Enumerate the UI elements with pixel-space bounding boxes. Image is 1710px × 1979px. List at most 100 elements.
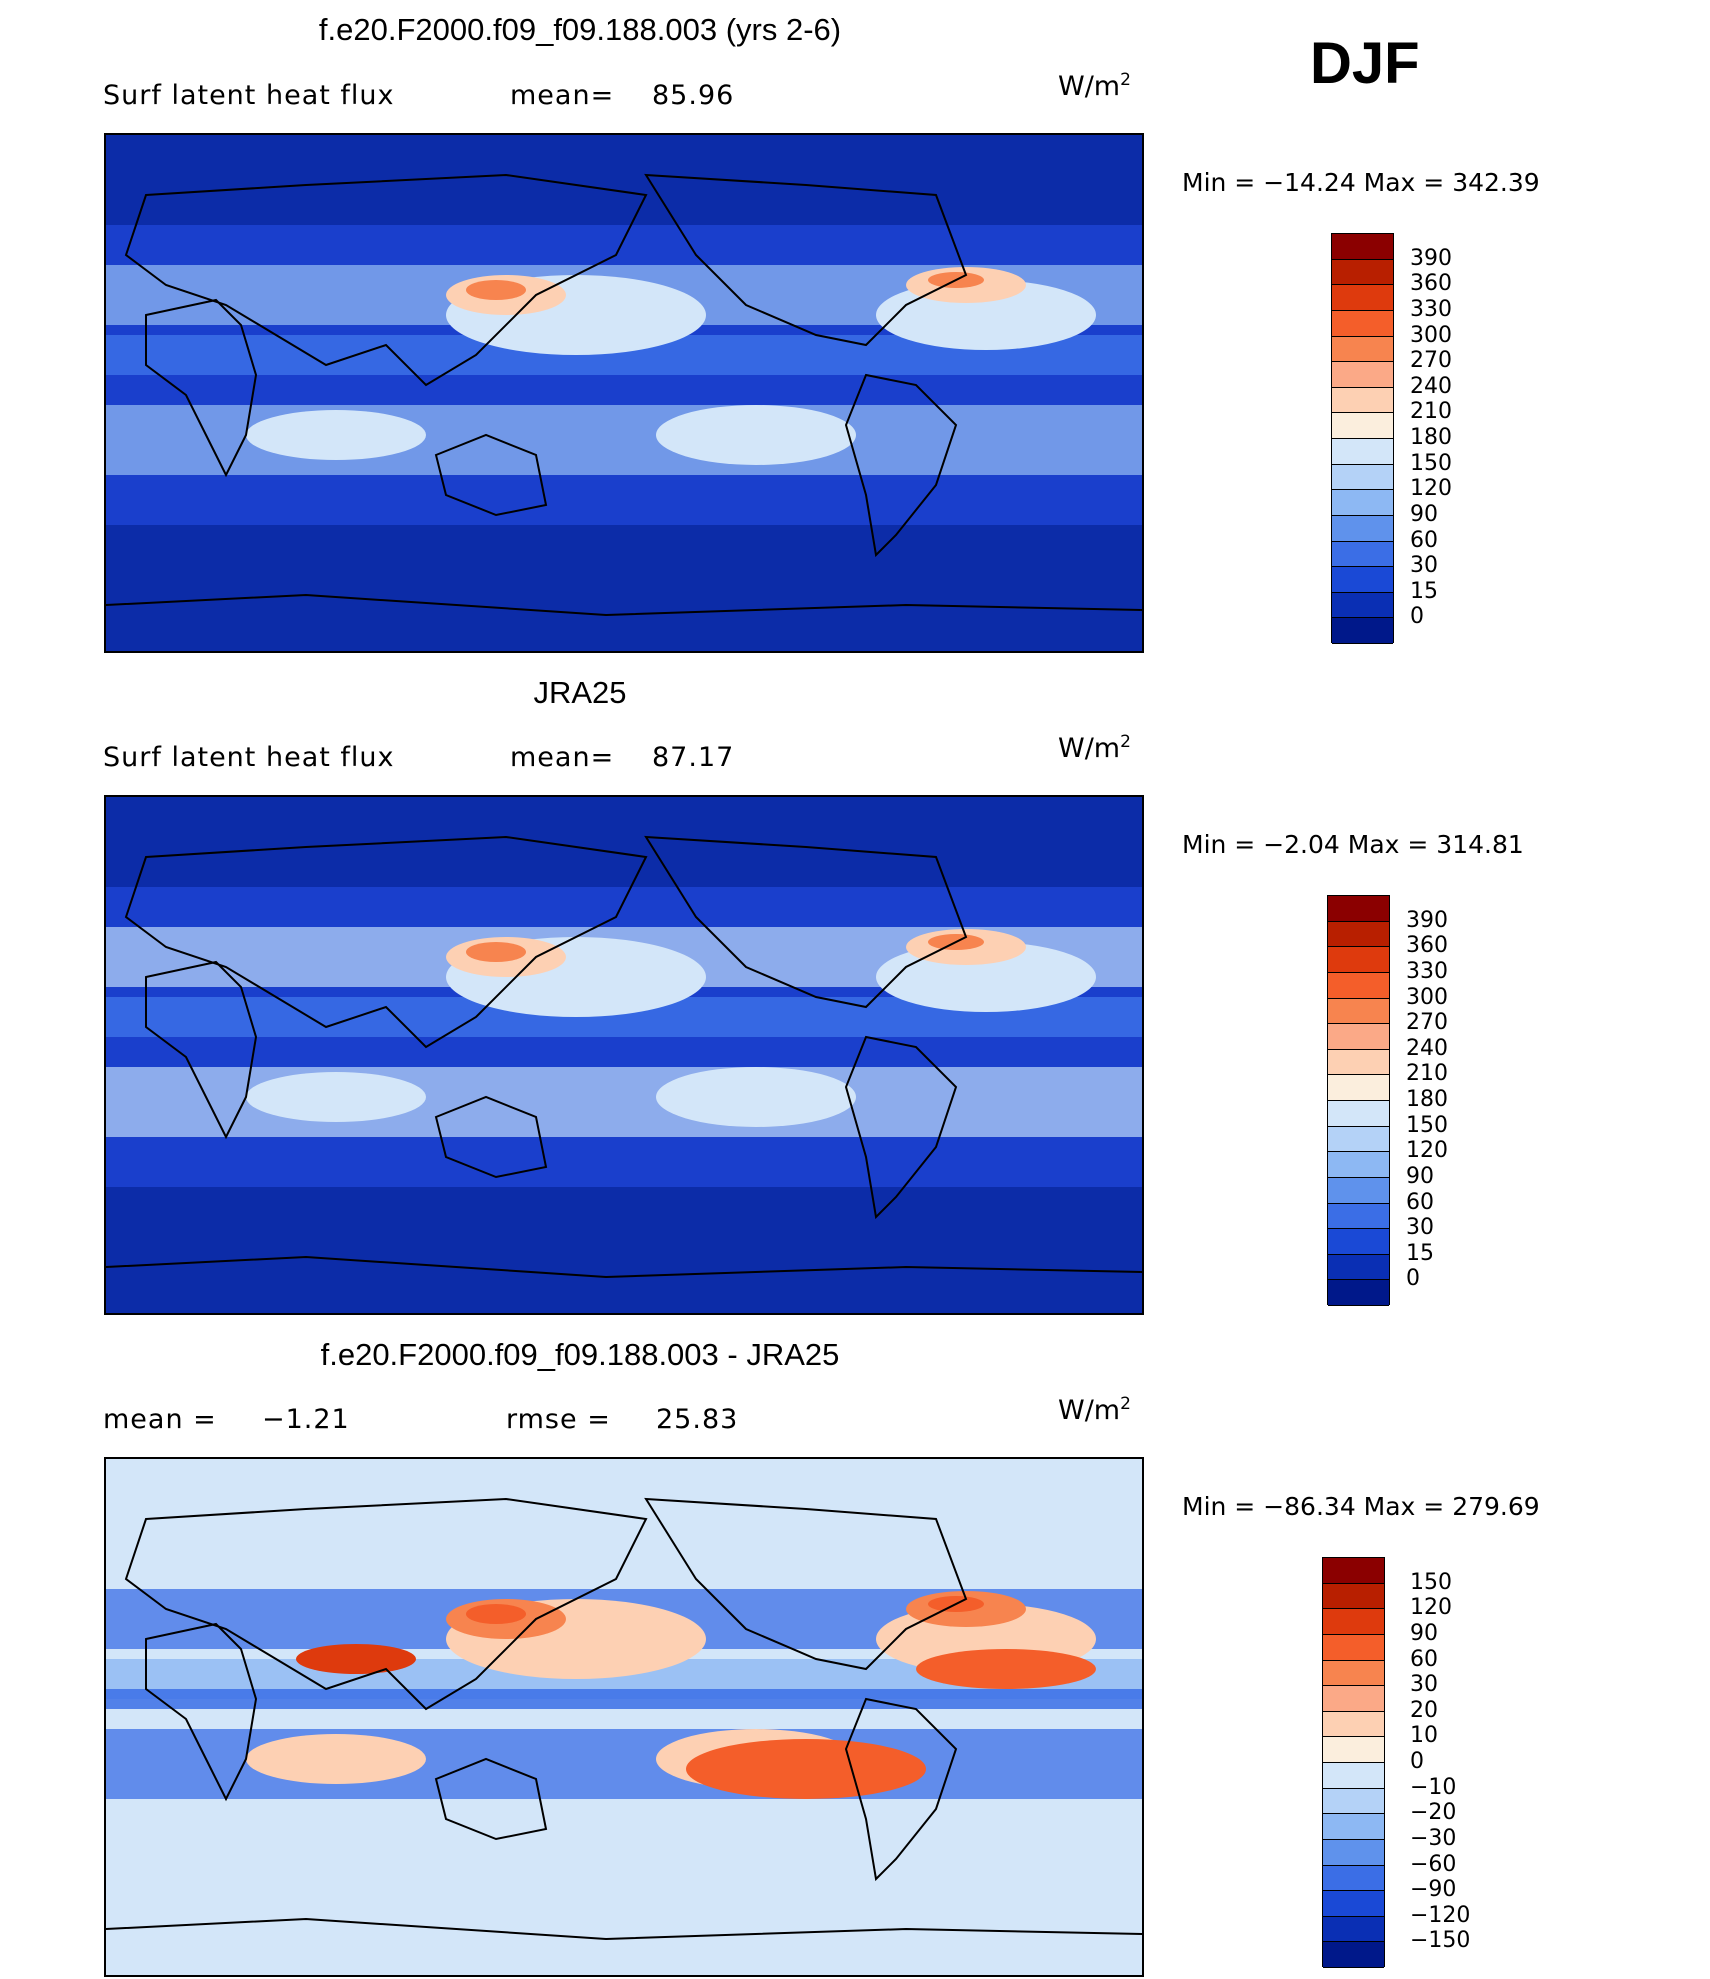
panel2-subtitle: Surf latent heat flux [103, 742, 395, 773]
polar-band-south [106, 525, 1142, 651]
colorbar-cell [1328, 1280, 1389, 1306]
indian-ocean-region [246, 1734, 426, 1784]
colorbar-tick-label: 270 [1410, 348, 1452, 374]
colorbar-cell [1328, 947, 1389, 973]
colorbar-tick-label: 360 [1406, 933, 1448, 959]
panel2-units: W/m2 [1058, 732, 1131, 764]
colorbar-cell [1328, 1101, 1389, 1127]
panel3-minmax: Min = −86.34 Max = 279.69 [1182, 1492, 1540, 1521]
colorbar-tick-label: 300 [1406, 984, 1448, 1010]
coastline [106, 1917, 1142, 1941]
colorbar-cell [1328, 1049, 1389, 1076]
colorbar-cell [1332, 259, 1393, 286]
panel3-map [104, 1457, 1144, 1977]
colorbar-cell [1332, 618, 1393, 644]
colorbar-tick-label: 90 [1406, 1163, 1434, 1189]
colorbar-cell [1323, 1737, 1384, 1763]
coastline [844, 373, 958, 558]
panel2-mean-value: 87.17 [652, 742, 735, 773]
colorbar-tick-label: 150 [1410, 1569, 1452, 1595]
kuroshio-core [466, 942, 526, 962]
colorbar-cell [1332, 310, 1393, 337]
panel2-map [104, 795, 1144, 1315]
colorbar-cell [1323, 1558, 1384, 1584]
panel1-minmax: Min = −14.24 Max = 342.39 [1182, 168, 1540, 197]
colorbar-cell [1332, 515, 1393, 542]
colorbar-tick-label: −150 [1410, 1928, 1471, 1954]
coastline [844, 1697, 958, 1882]
colorbar-cell [1328, 896, 1389, 922]
colorbar-cell [1323, 1711, 1384, 1738]
panel1-subtitle: Surf latent heat flux [103, 80, 395, 111]
colorbar-tick-label: 30 [1406, 1215, 1434, 1241]
panel2-mean-label: mean= [510, 742, 615, 773]
panel1-units: W/m2 [1058, 70, 1131, 102]
polar-band-south [106, 1187, 1142, 1313]
colorbar-tick-label: 20 [1410, 1697, 1438, 1723]
colorbar-cell [1328, 1152, 1389, 1178]
panel3-mean-value: −1.21 [262, 1404, 350, 1435]
colorbar-tick-label: 300 [1410, 322, 1452, 348]
colorbar-cell [1323, 1634, 1384, 1661]
colorbar-tick-label: 330 [1406, 958, 1448, 984]
colorbar-cell [1323, 1788, 1384, 1815]
colorbar-tick-label: 0 [1410, 1749, 1424, 1774]
panel3-rmse-value: 25.83 [656, 1404, 739, 1435]
polar-band-north [106, 797, 1142, 887]
coastline [145, 960, 258, 1140]
colorbar-tick-label: −120 [1410, 1902, 1471, 1928]
coastline [145, 298, 258, 478]
colorbar-tick-label: 390 [1410, 245, 1452, 271]
colorbar-cell [1328, 972, 1389, 999]
colorbar-cell [1332, 490, 1393, 516]
colorbar-cell [1328, 1024, 1389, 1050]
colorbar-tick-label: 30 [1410, 553, 1438, 579]
colorbar-tick-label: 330 [1410, 296, 1452, 322]
coastline [844, 1035, 958, 1220]
polar-band-south [106, 1849, 1142, 1975]
kuroshio-core [466, 1604, 526, 1624]
panel1-map-svg [106, 135, 1142, 651]
colorbar-tick-label: 0 [1406, 1266, 1420, 1292]
colorbar-cell [1332, 464, 1393, 491]
coastline [106, 593, 1142, 617]
polar-band-north [106, 135, 1142, 225]
colorbar-tick-label: 60 [1410, 1646, 1438, 1672]
colorbar-cell [1323, 1865, 1384, 1892]
colorbar-cell [1332, 387, 1393, 414]
colorbar-cell [1323, 1839, 1384, 1866]
colorbar-cell [1332, 285, 1393, 311]
colorbar-tick-label: −90 [1410, 1877, 1457, 1903]
colorbar-tick-label: 180 [1406, 1087, 1448, 1112]
colorbar-tick-label: 150 [1410, 450, 1452, 476]
colorbar-cell [1323, 1609, 1384, 1635]
colorbar-tick-label: 270 [1406, 1010, 1448, 1036]
colorbar-cell [1332, 439, 1393, 465]
colorbar-cell [1332, 413, 1393, 439]
season-label: DJF [1310, 31, 1420, 96]
colorbar-cell [1332, 362, 1393, 388]
colorbar-tick-label: −30 [1410, 1825, 1457, 1851]
colorbar-tick-label: 210 [1410, 399, 1452, 425]
colorbar-cell [1328, 1203, 1389, 1230]
panel1-mean-label: mean= [510, 80, 615, 111]
colorbar-cell [1332, 592, 1393, 619]
panel1-map [104, 133, 1144, 653]
colorbar-tick-label: 0 [1410, 604, 1424, 630]
colorbar-tick-label: 15 [1410, 578, 1438, 604]
colorbar-tick-label: 150 [1406, 1112, 1448, 1138]
colorbar-cell [1323, 1763, 1384, 1789]
colorbar-cell [1323, 1891, 1384, 1917]
colorbar-cell [1328, 921, 1389, 948]
colorbar-tick-label: 120 [1410, 476, 1452, 502]
polar-band-north [106, 1459, 1142, 1549]
panel3-units: W/m2 [1058, 1394, 1131, 1426]
indian-ocean-region [246, 410, 426, 460]
indian-ocean-region [246, 1072, 426, 1122]
colorbar-cell [1323, 1916, 1384, 1943]
colorbar-cell [1323, 1814, 1384, 1840]
colorbar-tick-label: 180 [1410, 425, 1452, 450]
colorbar-tick-label: 15 [1406, 1240, 1434, 1266]
panel3-mean-label: mean = [103, 1404, 217, 1435]
colorbar-cell [1323, 1942, 1384, 1968]
